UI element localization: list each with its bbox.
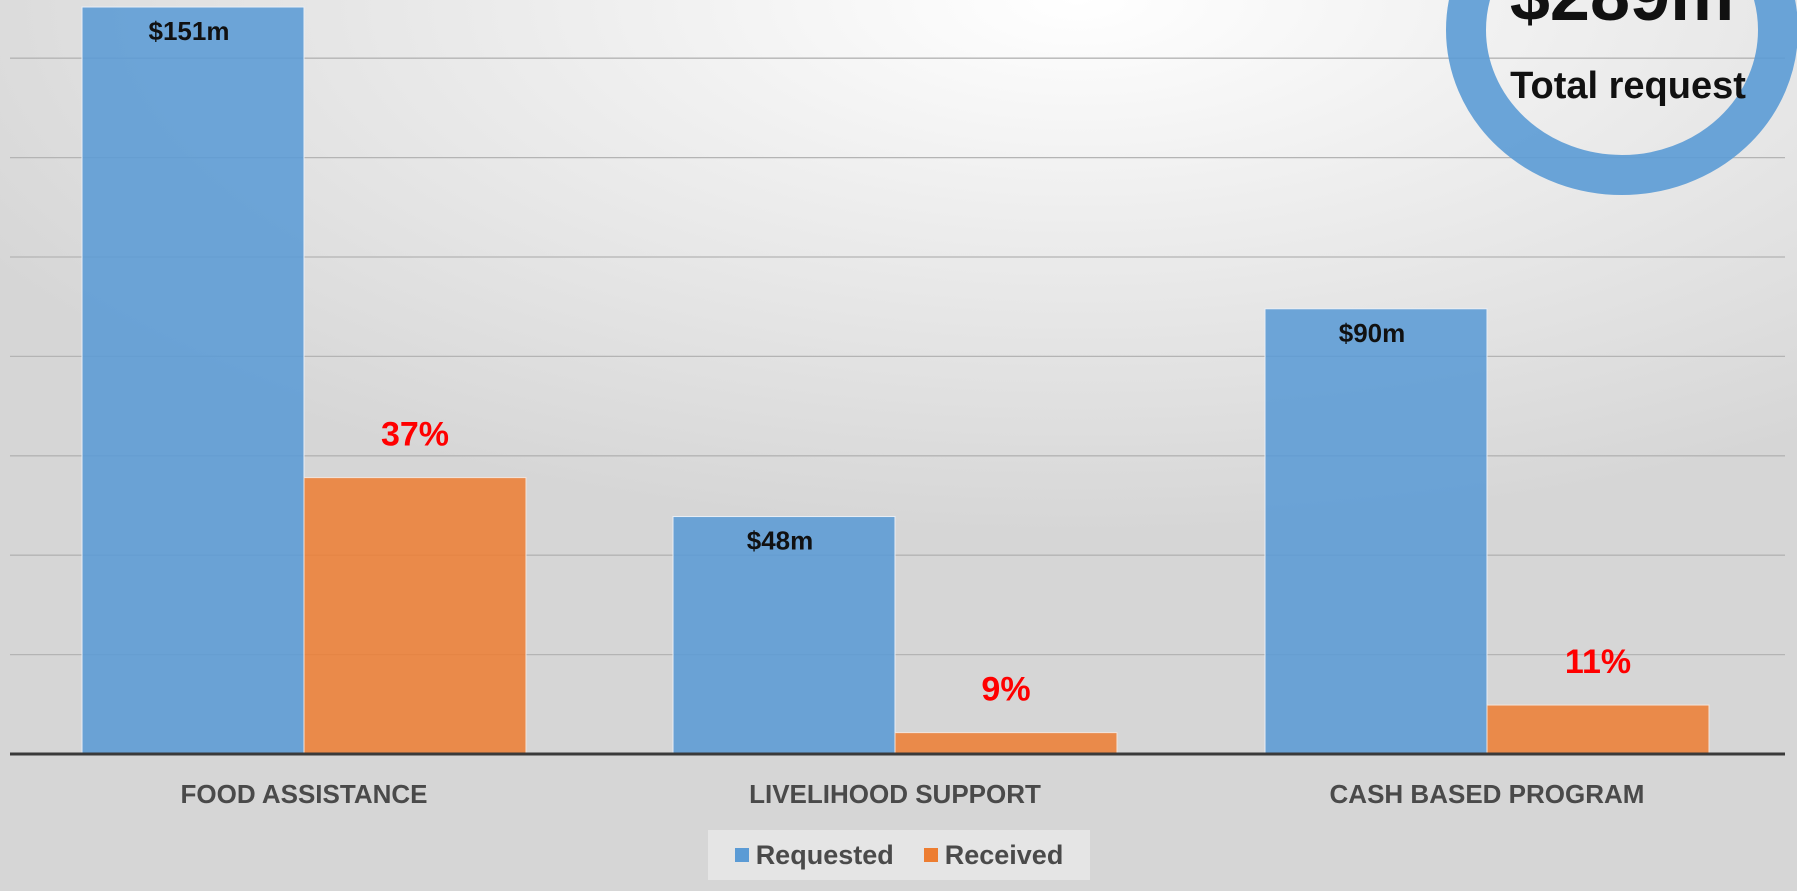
legend-swatch-requested bbox=[734, 848, 749, 862]
bar-received-cash-based-program bbox=[1486, 704, 1710, 755]
data-label-requested-food-assistance: $151m bbox=[149, 16, 230, 46]
total-request-badge: $289m Total request bbox=[1446, 0, 1797, 195]
legend-label-received: Received bbox=[944, 839, 1064, 870]
bar-requested-food-assistance bbox=[81, 6, 305, 755]
bar-received-livelihood-support bbox=[894, 732, 1118, 755]
legend: Requested Received bbox=[708, 830, 1090, 880]
total-ring bbox=[1446, 0, 1797, 195]
category-labels: FOOD ASSISTANCE LIVELIHOOD SUPPORT CASH BA… bbox=[180, 779, 1644, 809]
legend-item-requested: Requested bbox=[734, 839, 894, 871]
category-label-food-assistance: FOOD ASSISTANCE bbox=[180, 779, 427, 809]
data-label-received-food-assistance: 37% bbox=[381, 416, 449, 454]
data-labels: $151m 37% $48m 9% $90m 11% bbox=[149, 16, 1632, 709]
legend-label-requested: Requested bbox=[755, 839, 894, 870]
legend-item-received: Received bbox=[923, 839, 1064, 871]
total-value: $289m bbox=[1510, 0, 1734, 36]
data-label-requested-cash-based-program: $90m bbox=[1339, 318, 1406, 348]
bar-requested-cash-based-program bbox=[1264, 308, 1488, 755]
bars bbox=[81, 6, 1710, 755]
data-label-received-cash-based-program: 11% bbox=[1565, 643, 1631, 681]
total-caption: Total request bbox=[1510, 65, 1746, 107]
data-label-received-livelihood-support: 9% bbox=[981, 671, 1030, 709]
bar-received-food-assistance bbox=[303, 477, 527, 755]
category-label-livelihood-support: LIVELIHOOD SUPPORT bbox=[749, 779, 1041, 809]
legend-swatch-received bbox=[923, 848, 938, 862]
category-label-cash-based-program: CASH BASED PROGRAM bbox=[1330, 779, 1645, 809]
data-label-requested-livelihood-support: $48m bbox=[747, 526, 814, 556]
